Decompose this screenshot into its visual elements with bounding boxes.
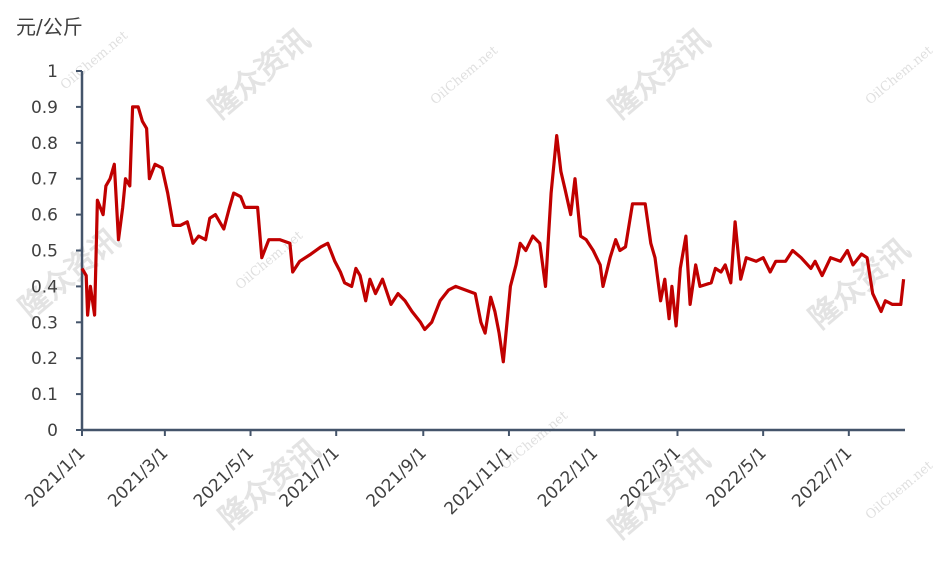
x-tick-label: 2022/5/1 xyxy=(703,443,771,511)
y-tick-label: 1 xyxy=(47,62,58,82)
x-tick-label: 2021/3/1 xyxy=(104,443,172,511)
y-tick-label: 0.8 xyxy=(31,134,58,154)
price-line xyxy=(80,105,906,364)
watermark: 隆众资讯 xyxy=(13,222,127,326)
y-tick-label: 0.6 xyxy=(31,206,58,226)
y-tick-label: 0 xyxy=(47,421,58,441)
y-tick-label: 0.2 xyxy=(31,349,58,369)
watermark-site: OilChem.net xyxy=(863,43,937,108)
watermark: 隆众资讯 xyxy=(203,22,317,126)
y-tick-label: 0.3 xyxy=(31,313,58,333)
watermark-site: OilChem.net xyxy=(233,228,307,293)
x-tick-label: 2021/11/1 xyxy=(441,443,517,519)
y-tick-label: 0.4 xyxy=(31,277,58,297)
watermark: 隆众资讯 xyxy=(803,232,917,336)
y-axis-title: 元/公斤 xyxy=(16,15,83,39)
y-tick-label: 0.7 xyxy=(31,170,58,190)
x-tick-label: 2021/1/1 xyxy=(21,443,89,511)
x-tick-label: 2022/1/1 xyxy=(534,443,602,511)
y-tick-label: 0.1 xyxy=(31,385,58,405)
x-tick-label: 2022/7/1 xyxy=(788,443,856,511)
y-tick-label: 0.9 xyxy=(31,98,58,118)
watermark: 隆众资讯 xyxy=(603,22,717,126)
x-tick-label: 2021/9/1 xyxy=(363,443,431,511)
watermark-site: OilChem.net xyxy=(428,43,502,108)
y-tick-label: 0.5 xyxy=(31,242,58,262)
watermark-site: OilChem.net xyxy=(863,458,937,523)
